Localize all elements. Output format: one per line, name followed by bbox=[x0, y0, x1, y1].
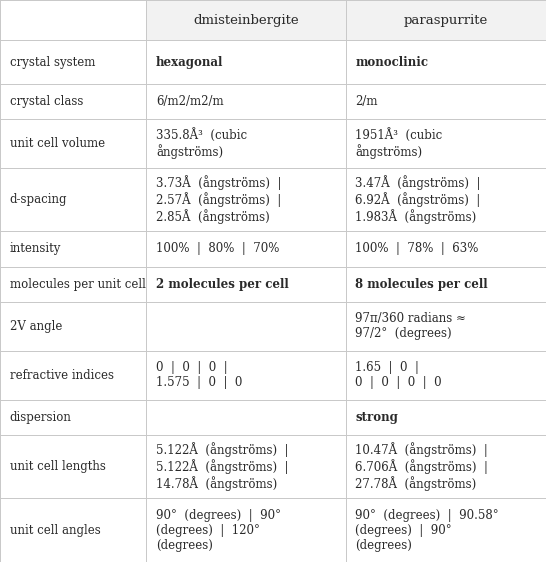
Text: 100%  |  78%  |  63%: 100% | 78% | 63% bbox=[355, 242, 479, 256]
Text: molecules per unit cell: molecules per unit cell bbox=[10, 278, 146, 291]
Text: d-spacing: d-spacing bbox=[10, 193, 67, 206]
Text: 2 molecules per cell: 2 molecules per cell bbox=[156, 278, 289, 291]
Text: 1.65  |  0  |
0  |  0  |  0  |  0: 1.65 | 0 | 0 | 0 | 0 | 0 bbox=[355, 361, 442, 389]
Text: unit cell lengths: unit cell lengths bbox=[10, 460, 106, 473]
Text: 1951Å³  (cubic
ångströms): 1951Å³ (cubic ångströms) bbox=[355, 128, 443, 159]
Text: 6/m2/m2/m: 6/m2/m2/m bbox=[156, 95, 224, 108]
Text: dispersion: dispersion bbox=[10, 411, 72, 424]
Bar bbox=[146, 0, 546, 40]
Text: 90°  (degrees)  |  90.58°
(degrees)  |  90°
(degrees): 90° (degrees) | 90.58° (degrees) | 90° (… bbox=[355, 509, 499, 552]
Text: unit cell angles: unit cell angles bbox=[10, 524, 100, 537]
Text: 90°  (degrees)  |  90°
(degrees)  |  120°
(degrees): 90° (degrees) | 90° (degrees) | 120° (de… bbox=[156, 509, 281, 552]
Text: hexagonal: hexagonal bbox=[156, 56, 223, 69]
Text: unit cell volume: unit cell volume bbox=[10, 137, 105, 150]
Text: 2V angle: 2V angle bbox=[10, 320, 62, 333]
Text: dmisteinbergite: dmisteinbergite bbox=[193, 13, 299, 27]
Text: 0  |  0  |  0  |
1.575  |  0  |  0: 0 | 0 | 0 | 1.575 | 0 | 0 bbox=[156, 361, 242, 389]
Text: intensity: intensity bbox=[10, 242, 61, 256]
Text: 3.47Å  (ångströms)  |
6.92Å  (ångströms)  |
1.983Å  (ångströms): 3.47Å (ångströms) | 6.92Å (ångströms) | … bbox=[355, 175, 481, 224]
Text: 8 molecules per cell: 8 molecules per cell bbox=[355, 278, 488, 291]
Text: crystal system: crystal system bbox=[10, 56, 95, 69]
Text: paraspurrite: paraspurrite bbox=[403, 13, 488, 27]
Text: 97π/360 radians ≈
97/2°  (degrees): 97π/360 radians ≈ 97/2° (degrees) bbox=[355, 312, 466, 340]
Text: strong: strong bbox=[355, 411, 399, 424]
Text: refractive indices: refractive indices bbox=[10, 369, 114, 382]
Text: monoclinic: monoclinic bbox=[355, 56, 429, 69]
Text: 5.122Å  (ångströms)  |
5.122Å  (ångströms)  |
14.78Å  (ångströms): 5.122Å (ångströms) | 5.122Å (ångströms) … bbox=[156, 442, 289, 491]
Text: crystal class: crystal class bbox=[10, 95, 83, 108]
Text: 3.73Å  (ångströms)  |
2.57Å  (ångströms)  |
2.85Å  (ångströms): 3.73Å (ångströms) | 2.57Å (ångströms) | … bbox=[156, 175, 282, 224]
Text: 10.47Å  (ångströms)  |
6.706Å  (ångströms)  |
27.78Å  (ångströms): 10.47Å (ångströms) | 6.706Å (ångströms) … bbox=[355, 442, 488, 491]
Text: 335.8Å³  (cubic
ångströms): 335.8Å³ (cubic ångströms) bbox=[156, 128, 247, 159]
Text: 100%  |  80%  |  70%: 100% | 80% | 70% bbox=[156, 242, 280, 256]
Text: 2/m: 2/m bbox=[355, 95, 378, 108]
